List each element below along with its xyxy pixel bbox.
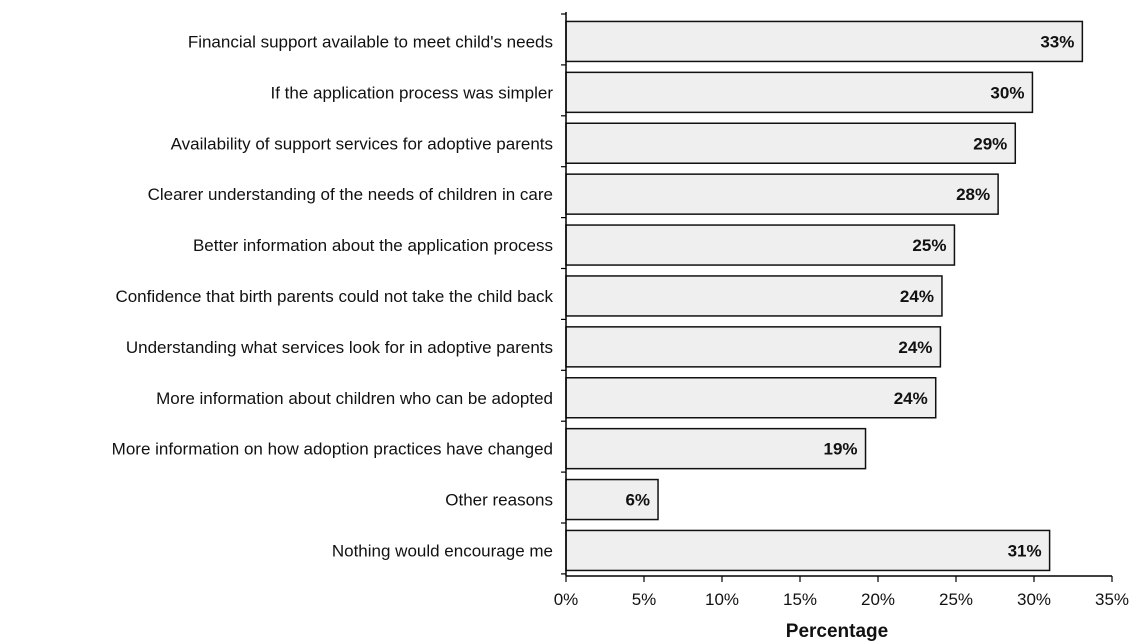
x-tick-label-0: 0% [554,590,579,609]
bar-2 [565,71,1034,114]
x-tick-label-5: 25% [939,590,973,609]
data-label-4: 28% [956,185,990,204]
category-label-2: If the application process was simpler [270,83,553,102]
data-labels-layer: 33% 30% 29% 28% 25% 24% 24% 24% 19% 6% 31% [625,32,1074,560]
category-label-6: Confidence that birth parents could not … [115,287,553,306]
category-label-5: Better information about the application… [193,236,553,255]
category-label-11: Nothing would encourage me [332,541,553,560]
data-label-9: 19% [823,440,857,459]
data-label-6: 24% [900,287,934,306]
data-label-3: 29% [973,134,1007,153]
x-tick-label-3: 15% [783,590,817,609]
data-label-8: 24% [894,389,928,408]
data-label-5: 25% [912,236,946,255]
category-label-8: More information about children who can … [156,389,553,408]
data-label-7: 24% [898,338,932,357]
category-label-4: Clearer understanding of the needs of ch… [148,185,553,204]
x-tick-label-2: 10% [705,590,739,609]
bar-1 [565,20,1084,63]
data-label-11: 31% [1008,541,1042,560]
x-tick-label-4: 20% [861,590,895,609]
data-label-10: 6% [625,491,650,510]
bars-layer [565,20,1084,572]
x-axis-title: Percentage [786,621,888,642]
data-label-2: 30% [990,83,1024,102]
bar-5 [565,224,956,266]
bar-6 [565,275,943,317]
data-label-1: 33% [1040,32,1074,51]
bar-8 [565,377,937,419]
category-label-3: Availability of support services for ado… [171,134,553,153]
x-tick-label-1: 5% [632,590,657,609]
x-tick-label-6: 30% [1017,590,1051,609]
x-axis [565,12,1112,577]
category-labels-layer: Financial support available to meet chil… [112,32,554,560]
x-ticks-layer: 0% 5% 10% 15% 20% 25% 30% 35% [554,13,1129,609]
bar-4 [565,173,999,215]
category-label-9: More information on how adoption practic… [112,440,553,459]
bar-3 [565,122,1017,164]
bar-7 [565,326,942,368]
bar-9 [565,427,867,470]
category-label-1: Financial support available to meet chil… [188,32,553,51]
x-tick-label-7: 35% [1095,590,1129,609]
category-label-10: Other reasons [445,491,553,510]
bar-11 [565,529,1051,572]
category-label-7: Understanding what services look for in … [126,338,553,357]
